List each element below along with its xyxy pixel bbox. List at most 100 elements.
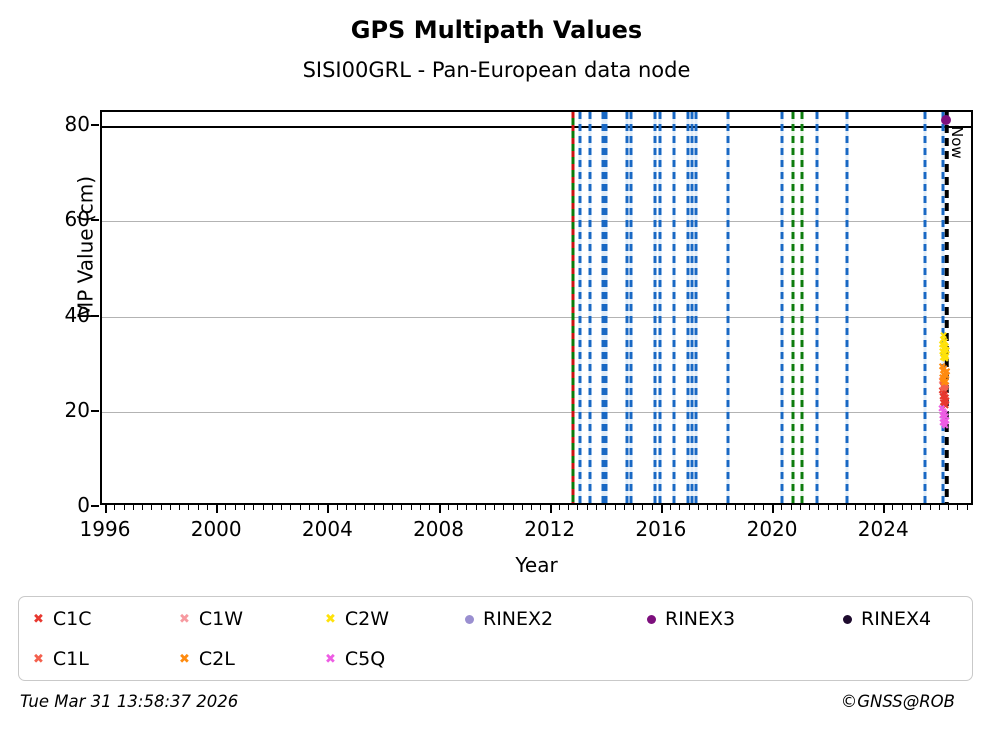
data-point-c1l: ✖ — [939, 382, 948, 394]
data-point-c2w: ✖ — [939, 350, 949, 362]
x-minor-tick — [753, 505, 755, 510]
x-tick — [438, 505, 441, 513]
data-point-c2l: ✖ — [942, 366, 952, 378]
x-minor-tick — [744, 505, 746, 510]
x-axis-label: Year — [515, 553, 558, 577]
x-minor-tick — [707, 505, 709, 510]
data-point-c5q: ✖ — [941, 420, 950, 432]
legend-label: RINEX2 — [483, 608, 554, 630]
x-minor-tick — [318, 505, 320, 510]
x-minor-tick — [540, 505, 542, 510]
legend-item-c2w: ✖ C2W — [325, 608, 465, 630]
y-tick-label: 0 — [77, 493, 90, 517]
x-minor-tick — [447, 505, 449, 510]
x-marker-icon: ✖ — [325, 651, 336, 667]
x-minor-tick — [271, 505, 273, 510]
x-marker-icon: ✖ — [33, 611, 44, 627]
x-minor-tick — [901, 505, 903, 510]
data-point-rinex3 — [941, 115, 952, 126]
x-minor-tick — [484, 505, 486, 510]
x-minor-tick — [299, 505, 301, 510]
x-minor-tick — [614, 505, 616, 510]
x-minor-tick — [642, 505, 644, 510]
event-line-blue — [694, 112, 698, 503]
chart-title: GPS Multipath Values — [350, 16, 643, 44]
credit-text: ©GNSS@ROB — [840, 692, 955, 711]
x-minor-tick — [364, 505, 366, 510]
x-minor-tick — [864, 505, 866, 510]
x-minor-tick — [670, 505, 672, 510]
x-minor-tick — [679, 505, 681, 510]
x-minor-tick — [596, 505, 598, 510]
data-point-c2w: ✖ — [938, 352, 948, 364]
data-point-c1l: ✖ — [939, 384, 949, 396]
data-point-c5q: ✖ — [941, 412, 950, 424]
x-minor-tick — [734, 505, 736, 510]
x-minor-tick — [892, 505, 894, 510]
x-minor-tick — [957, 505, 959, 510]
legend-item-rinex4: RINEX4 — [843, 608, 972, 630]
event-line-blue — [690, 112, 694, 503]
x-minor-tick — [966, 505, 968, 510]
legend-item-rinex3: RINEX3 — [647, 608, 843, 630]
x-minor-tick — [855, 505, 857, 510]
x-minor-tick — [633, 505, 635, 510]
dot-marker-icon — [843, 614, 852, 624]
legend-label: C5Q — [344, 648, 386, 670]
data-point-c2l: ✖ — [938, 365, 948, 377]
x-minor-tick — [234, 505, 236, 510]
x-tick-label: 2000 — [190, 517, 242, 541]
data-point-c2w: ✖ — [939, 331, 948, 343]
x-minor-tick — [419, 505, 421, 510]
x-minor-tick — [169, 505, 171, 510]
event-line-green — [800, 112, 804, 503]
legend-item-c2l: ✖ C2L — [179, 648, 325, 670]
event-line-blue — [780, 112, 784, 503]
x-minor-tick — [512, 505, 514, 510]
data-point-c2l: ✖ — [941, 376, 951, 388]
data-point-c1l: ✖ — [941, 381, 951, 393]
x-minor-tick — [355, 505, 357, 510]
x-minor-tick — [948, 505, 950, 510]
legend-item-c1l: ✖ C1L — [33, 648, 179, 670]
plot-area: ✖ ✖ ✖ ✖ ✖ ✖ ✖ ✖ ✖ ✖ ✖ ✖ ✖ ✖ ✖ ✖ ✖ ✖ ✖ ✖ ✖ ✖ ✖ ✖ ✖ ✖ ✖ ✖ ✖ ✖ ✖ ✖ ✖ ✖ ✖ ✖ ✖ ✖ ✖ ✖… — [100, 110, 973, 505]
x-minor-tick — [531, 505, 533, 510]
data-point-c2w: ✖ — [940, 341, 949, 353]
event-line-blue — [815, 112, 819, 503]
legend-label: C1L — [52, 648, 89, 670]
cutoff-line-80 — [102, 126, 971, 129]
x-minor-tick — [382, 505, 384, 510]
x-minor-tick — [392, 505, 394, 510]
data-point-c2l: ✖ — [941, 367, 950, 379]
data-point-c2w: ✖ — [938, 340, 947, 352]
data-point-c2w: ✖ — [939, 343, 948, 355]
x-minor-tick — [586, 505, 588, 510]
data-point-c2w: ✖ — [938, 347, 947, 359]
x-minor-tick — [790, 505, 792, 510]
y-tick — [91, 505, 99, 507]
x-minor-tick — [818, 505, 820, 510]
data-point-c1c: ✖ — [940, 389, 950, 401]
y-gridline — [102, 316, 971, 318]
data-point-c1w: ✖ — [937, 375, 947, 387]
x-minor-tick — [457, 505, 459, 510]
data-point-c1l: ✖ — [939, 379, 949, 391]
x-minor-tick — [179, 505, 181, 510]
legend-label: RINEX4 — [861, 608, 932, 630]
data-point-c2l: ✖ — [938, 361, 947, 373]
x-minor-tick — [336, 505, 338, 510]
x-minor-tick — [262, 505, 264, 510]
event-line-blue — [658, 112, 662, 503]
x-marker-icon: ✖ — [179, 651, 190, 667]
x-tick-label: 1996 — [79, 517, 131, 541]
x-minor-tick — [123, 505, 125, 510]
x-tick — [216, 505, 219, 513]
data-point-c2w: ✖ — [941, 342, 951, 354]
event-line-blue — [629, 112, 633, 503]
y-tick — [91, 409, 99, 412]
x-minor-tick — [243, 505, 245, 510]
x-tick — [549, 505, 552, 513]
data-point-c1c: ✖ — [939, 387, 948, 399]
data-point-c5q: ✖ — [940, 419, 949, 431]
x-tick — [660, 505, 663, 513]
